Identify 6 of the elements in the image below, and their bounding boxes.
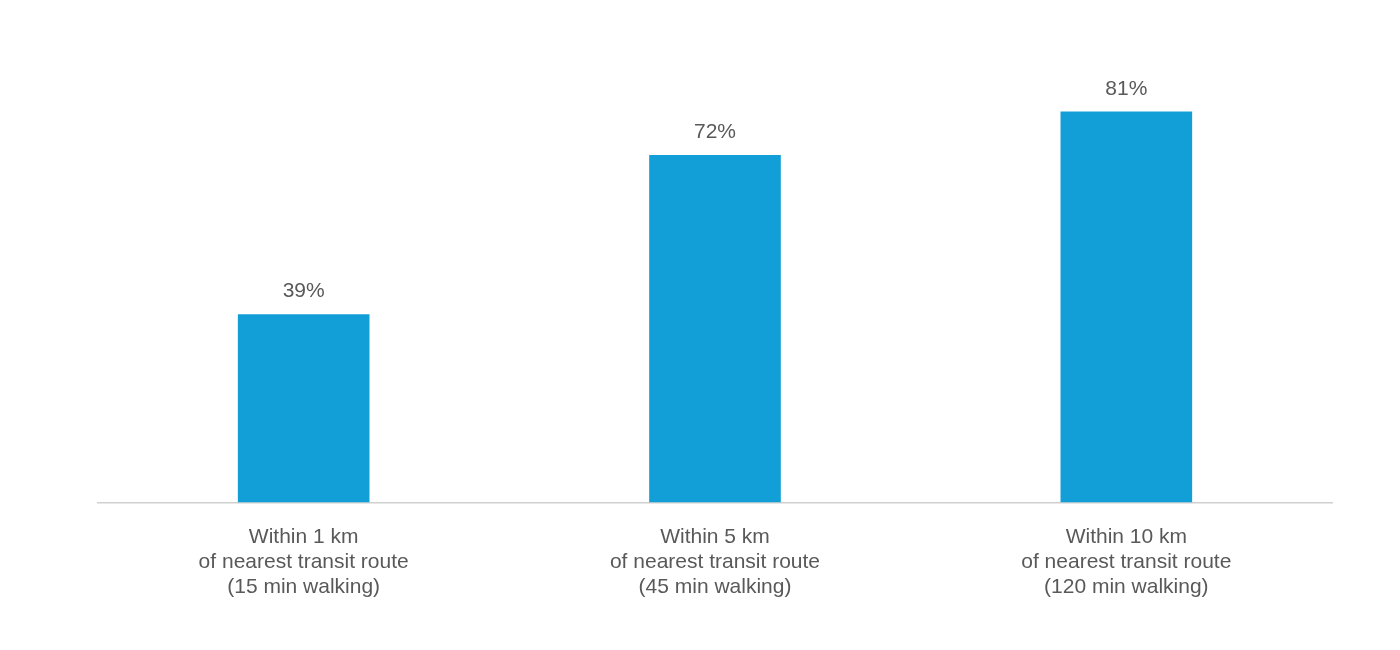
data-label: 72% — [693, 119, 737, 143]
data-label: 39% — [282, 278, 325, 302]
x-tick-label: Within 1 km of nearest transit route (15 min walking) — [198, 523, 409, 598]
x-tick-label: Within 10 km of nearest transit route (120 min walking) — [1021, 523, 1232, 598]
x-tick-label: Within 5 km of nearest transit route (45 min walking) — [609, 523, 821, 598]
data-label: 81% — [1105, 75, 1148, 99]
